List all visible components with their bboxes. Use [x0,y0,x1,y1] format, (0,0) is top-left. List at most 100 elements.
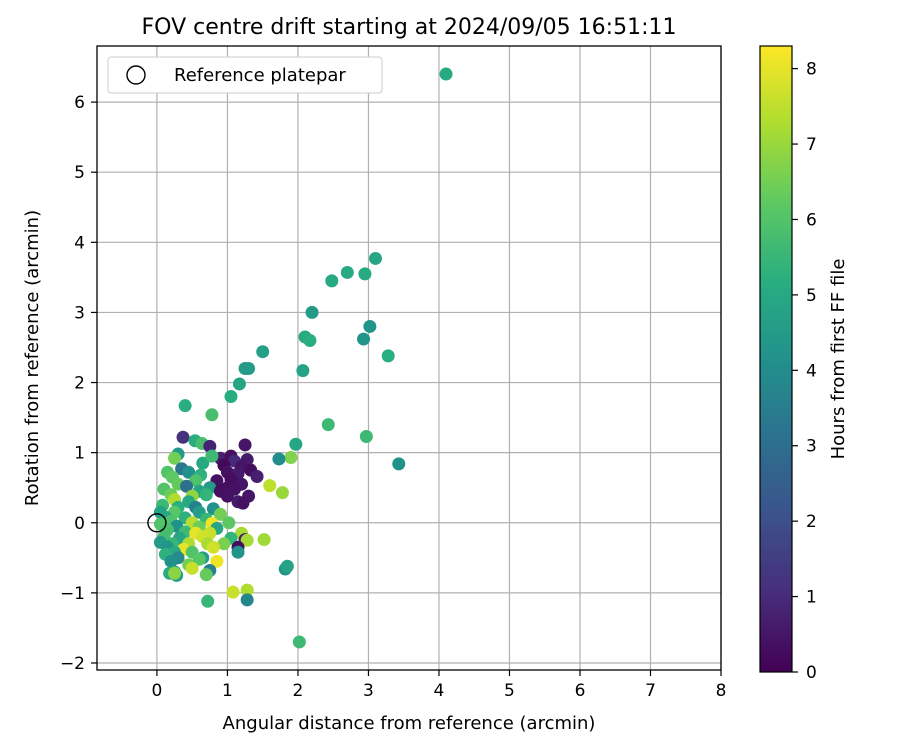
plot-frame [96,45,722,671]
data-point [275,486,289,500]
data-point [213,507,227,521]
chart-title: FOV centre drift starting at 2024/09/05 … [142,15,677,40]
data-point [381,349,395,363]
data-point [303,333,317,347]
data-point [284,451,298,465]
data-point [358,267,372,281]
colorbar-gradient [759,45,793,673]
x-tick-label: 4 [434,681,445,701]
legend: Reference platepar [107,56,383,94]
legend-box [107,56,383,94]
data-point [325,274,339,288]
data-point [232,377,246,391]
y-tick-label: 2 [74,374,85,394]
data-point [250,469,264,483]
data-point [369,251,383,265]
data-point [231,545,245,559]
y-tick-label: −1 [60,584,85,604]
data-point [272,452,286,466]
legend-entry-reference: Reference platepar [174,65,346,86]
y-tick-label: 3 [74,303,85,323]
data-point [224,390,238,404]
data-point [205,449,219,463]
data-point [256,345,270,359]
data-point [240,593,254,607]
data-point [280,559,294,573]
x-tick-label: 6 [575,681,586,701]
data-point [240,583,254,597]
data-point [203,439,217,453]
data-point [363,319,377,333]
data-point [220,489,234,503]
data-point [178,399,192,413]
data-point [289,437,303,451]
data-point [305,305,319,319]
colorbar-tick-label: 3 [806,437,817,457]
reference-platepar-marker [147,513,167,533]
data-point [210,554,224,568]
colorbar-tick-label: 5 [806,286,817,306]
x-tick-label: 3 [363,681,374,701]
colorbar-label: Hours from first FF file [828,259,849,460]
colorbar-tick-label: 4 [806,361,817,381]
data-point [439,67,453,81]
y-tick-label: −2 [60,654,85,674]
colorbar-tick-label: 0 [806,663,817,683]
y-tick-label: 1 [74,444,85,464]
x-tick-label: 8 [716,681,727,701]
data-point [263,479,277,493]
colorbar-ticks: 0 1 2 3 4 5 6 7 8 [792,60,817,683]
y-tick-label: 4 [74,233,85,253]
data-point [292,635,306,649]
data-point [196,456,210,470]
x-axis-label: Angular distance from reference (arcmin) [223,713,596,734]
x-tick-label: 5 [504,681,515,701]
data-point [226,585,240,599]
y-tick-label: 6 [74,93,85,113]
y-tick-label: 5 [74,163,85,183]
x-axis-ticks: 0 1 2 3 4 5 6 7 8 [152,670,727,701]
data-point [168,451,182,465]
legend-marker-reference [126,65,146,85]
data-point [185,561,199,575]
colorbar-tick-label: 8 [806,60,817,80]
data-point [192,552,206,566]
y-axis-ticks: −2 −1 0 1 2 3 4 5 6 [60,93,97,674]
data-point [340,265,354,279]
data-point [357,332,371,346]
data-points [153,67,453,649]
data-point [359,430,373,444]
x-tick-label: 0 [152,681,163,701]
data-point [205,408,219,422]
data-point [392,457,406,471]
reference-point-layer [147,513,167,533]
data-point [176,430,190,444]
data-point [164,554,178,568]
data-point [238,438,252,452]
x-tick-label: 2 [293,681,304,701]
data-point [296,364,310,378]
colorbar-tick-label: 2 [806,512,817,532]
data-point [257,533,271,547]
colorbar: 0 1 2 3 4 5 6 7 8 Hours from first FF file [759,45,849,683]
data-point [199,568,213,582]
colorbar-tick-label: 6 [806,210,817,230]
data-point [236,496,250,510]
data-point [201,594,215,608]
y-tick-label: 0 [74,514,85,534]
grid-lines [97,46,722,670]
data-point [168,566,182,580]
data-point [222,516,236,530]
colorbar-tick-label: 7 [806,135,817,155]
y-axis-label: Rotation from reference (arcmin) [22,210,43,506]
data-point [242,362,256,376]
colorbar-tick-label: 1 [806,588,817,608]
data-point [240,533,254,547]
data-point [206,540,220,554]
data-point [217,537,231,551]
data-point [180,479,194,493]
data-point [199,488,213,502]
x-tick-label: 1 [222,681,233,701]
